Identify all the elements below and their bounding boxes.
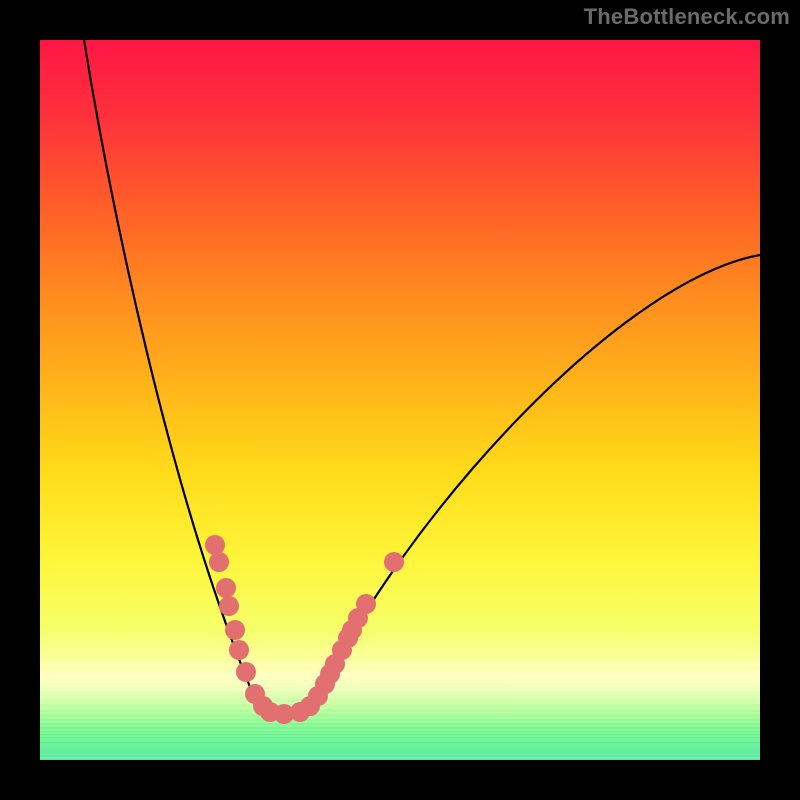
data-point <box>225 620 245 640</box>
data-point <box>205 535 225 555</box>
plot-area <box>40 40 760 760</box>
data-point <box>356 594 376 614</box>
watermark-text: TheBottleneck.com <box>584 4 790 30</box>
data-point <box>384 552 404 572</box>
chart-svg <box>0 0 800 800</box>
data-point <box>216 578 236 598</box>
data-point <box>229 640 249 660</box>
chart-stage: TheBottleneck.com <box>0 0 800 800</box>
data-point <box>236 662 256 682</box>
data-point <box>209 552 229 572</box>
data-point <box>219 596 239 616</box>
gradient-background <box>40 40 760 760</box>
